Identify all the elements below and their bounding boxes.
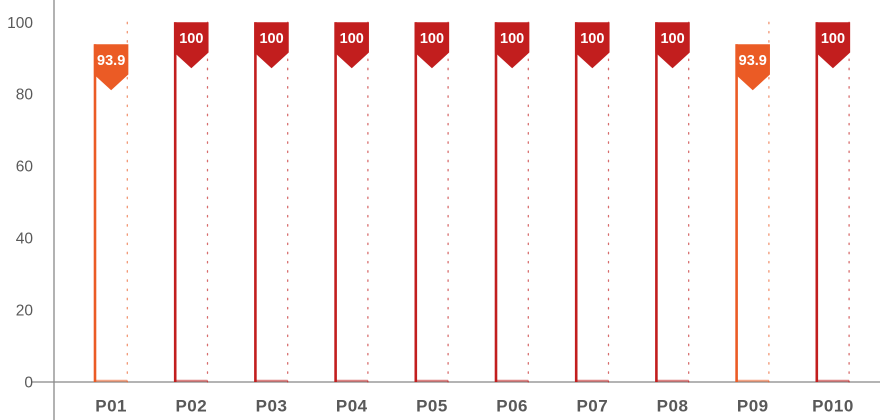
svg-text:100: 100 — [259, 31, 283, 47]
svg-text:P05: P05 — [416, 396, 448, 415]
svg-text:P09: P09 — [737, 396, 769, 415]
svg-text:P06: P06 — [496, 396, 528, 415]
svg-text:100: 100 — [7, 15, 33, 32]
svg-text:93.9: 93.9 — [97, 53, 125, 69]
svg-text:100: 100 — [420, 31, 444, 47]
svg-text:100: 100 — [340, 31, 364, 47]
svg-text:100: 100 — [821, 31, 845, 47]
svg-text:40: 40 — [16, 231, 34, 248]
svg-text:93.9: 93.9 — [739, 53, 767, 69]
svg-text:P08: P08 — [657, 396, 689, 415]
svg-text:P07: P07 — [576, 396, 608, 415]
svg-text:P01: P01 — [95, 396, 127, 415]
svg-text:P02: P02 — [175, 396, 207, 415]
svg-text:P010: P010 — [812, 396, 854, 415]
svg-text:100: 100 — [500, 31, 524, 47]
svg-text:20: 20 — [16, 303, 34, 320]
svg-text:100: 100 — [179, 31, 203, 47]
svg-text:80: 80 — [16, 87, 34, 104]
svg-text:100: 100 — [660, 31, 684, 47]
svg-text:100: 100 — [580, 31, 604, 47]
svg-text:P03: P03 — [256, 396, 288, 415]
svg-text:60: 60 — [16, 159, 34, 176]
svg-text:P04: P04 — [336, 396, 368, 415]
svg-text:0: 0 — [24, 375, 33, 392]
